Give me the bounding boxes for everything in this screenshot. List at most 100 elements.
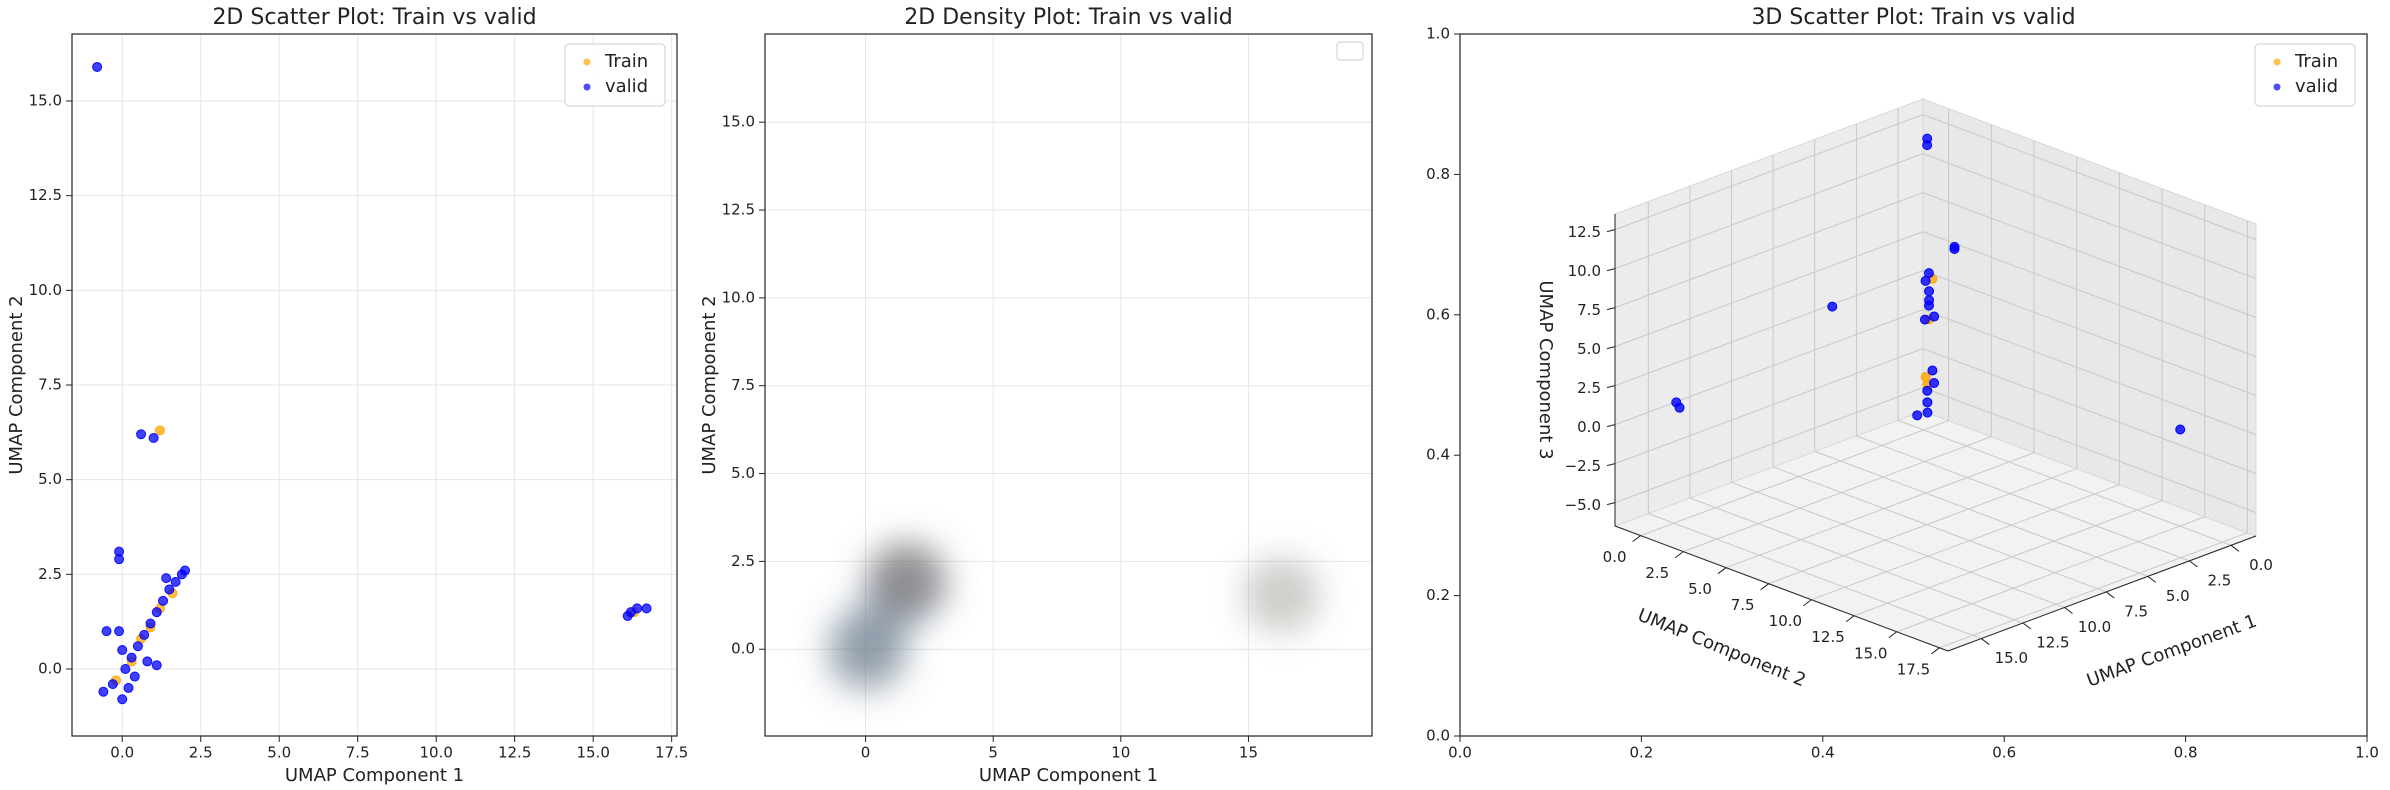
point	[117, 694, 128, 705]
point	[158, 595, 169, 606]
x-tick-label: 5.0	[267, 744, 291, 762]
x-tick-label: 10.0	[2078, 618, 2111, 636]
grid-line	[1648, 513, 1982, 640]
y-tick	[1717, 567, 1727, 575]
point	[1922, 385, 1933, 396]
x-tick	[2189, 560, 2198, 568]
y-tick-label: 2.5	[38, 565, 62, 583]
point	[641, 603, 652, 614]
x-tick	[1980, 638, 1990, 645]
legend-label: valid	[605, 76, 648, 97]
z-tick-label: 7.5	[1577, 301, 1601, 319]
point	[148, 433, 159, 444]
axes-frame	[764, 33, 1373, 737]
point	[151, 660, 162, 671]
grid-line	[1768, 468, 2077, 585]
y-tick-label: 12.5	[722, 201, 755, 219]
point	[139, 629, 150, 640]
point	[1949, 241, 1960, 252]
x-tick-label: 0.8	[2174, 744, 2198, 762]
y-tick	[1632, 535, 1641, 543]
grid-line	[1922, 348, 2257, 475]
x-tick-label: 1.0	[2355, 744, 2379, 762]
legend-marker	[583, 83, 591, 91]
point	[1920, 275, 1931, 286]
y-tick-label: 17.5	[1897, 660, 1930, 678]
grid-line	[1683, 436, 1992, 553]
point	[142, 656, 153, 667]
legend-label: Train	[2294, 51, 2338, 72]
y-tick-label: 15.0	[29, 92, 62, 110]
grid-line	[1922, 231, 2257, 358]
x-tick-label: 7.5	[346, 744, 370, 762]
chart-title: 2D Scatter Plot: Train vs valid	[212, 5, 536, 30]
y-tick-label: 0.0	[731, 640, 755, 658]
grid-line	[1922, 387, 2257, 514]
y-tick-label: 12.5	[29, 186, 62, 204]
point	[151, 607, 162, 618]
grid-line	[1922, 270, 2257, 397]
x-tick-label: 15.0	[1995, 649, 2028, 667]
point	[101, 626, 112, 637]
grid-line	[1811, 484, 2120, 601]
y-tick	[1675, 551, 1684, 559]
point	[170, 576, 181, 587]
z-tick-label: 0.0	[1577, 418, 1601, 436]
density-kernel	[870, 540, 947, 617]
z-tick	[1606, 502, 1616, 506]
z-tick-label: 5.0	[1577, 340, 1601, 358]
point	[123, 682, 134, 693]
point	[1671, 397, 1682, 408]
x-tick-label: 12.5	[498, 744, 531, 762]
grid-line	[1922, 309, 2257, 436]
point	[107, 679, 118, 690]
point	[2175, 424, 2186, 435]
point	[1924, 286, 1935, 297]
x-tick	[2105, 591, 2115, 599]
grid-line	[1614, 387, 1924, 504]
legend-marker	[2273, 58, 2281, 66]
point	[1922, 133, 1933, 144]
grid-line	[1614, 270, 1924, 387]
x-tick-label: 0.4	[1811, 744, 1835, 762]
z-tick-label: 2.5	[1577, 379, 1601, 397]
grid-line	[1731, 482, 2065, 608]
density-layer	[822, 537, 1323, 698]
x-tick	[2022, 622, 2032, 630]
title-backdrop	[833, 4, 1304, 32]
legend-box	[564, 43, 666, 107]
y-tick-label: 12.5	[1811, 628, 1844, 646]
point	[117, 645, 128, 656]
grid-line	[1772, 466, 2107, 593]
grid-line	[1897, 419, 2232, 546]
point	[1927, 365, 1938, 376]
y-tick	[1760, 583, 1769, 591]
grid-line	[1640, 420, 1949, 537]
y-tick-label: 0.2	[1426, 586, 1450, 604]
legend-box	[2254, 43, 2356, 107]
point	[625, 607, 636, 618]
grid-line	[1614, 153, 1924, 270]
grid-line	[1614, 192, 1924, 309]
grid-line	[1814, 450, 2148, 577]
grid-line	[1725, 452, 2035, 569]
chart-title: 2D Density Plot: Train vs valid	[904, 5, 1232, 30]
x-tick	[2147, 576, 2157, 583]
point	[1929, 377, 1940, 388]
point	[1827, 301, 1838, 312]
y-tick	[1931, 647, 1940, 655]
x-tick	[2064, 607, 2073, 614]
x-tick-label: 2.5	[2207, 571, 2231, 589]
x-tick-label: 10.0	[419, 744, 452, 762]
grid-line	[1853, 500, 2163, 617]
grid-line	[1922, 153, 2257, 280]
grid-line	[1939, 532, 2248, 649]
grid-line	[1614, 231, 1924, 348]
y-tick-label: 0.4	[1426, 446, 1450, 464]
point	[154, 425, 165, 436]
legend-label: Train	[604, 51, 648, 72]
grid-line	[1922, 192, 2257, 319]
point	[136, 429, 147, 440]
y-tick-label: 0.0	[38, 659, 62, 677]
y-axis-line	[1614, 525, 1949, 652]
